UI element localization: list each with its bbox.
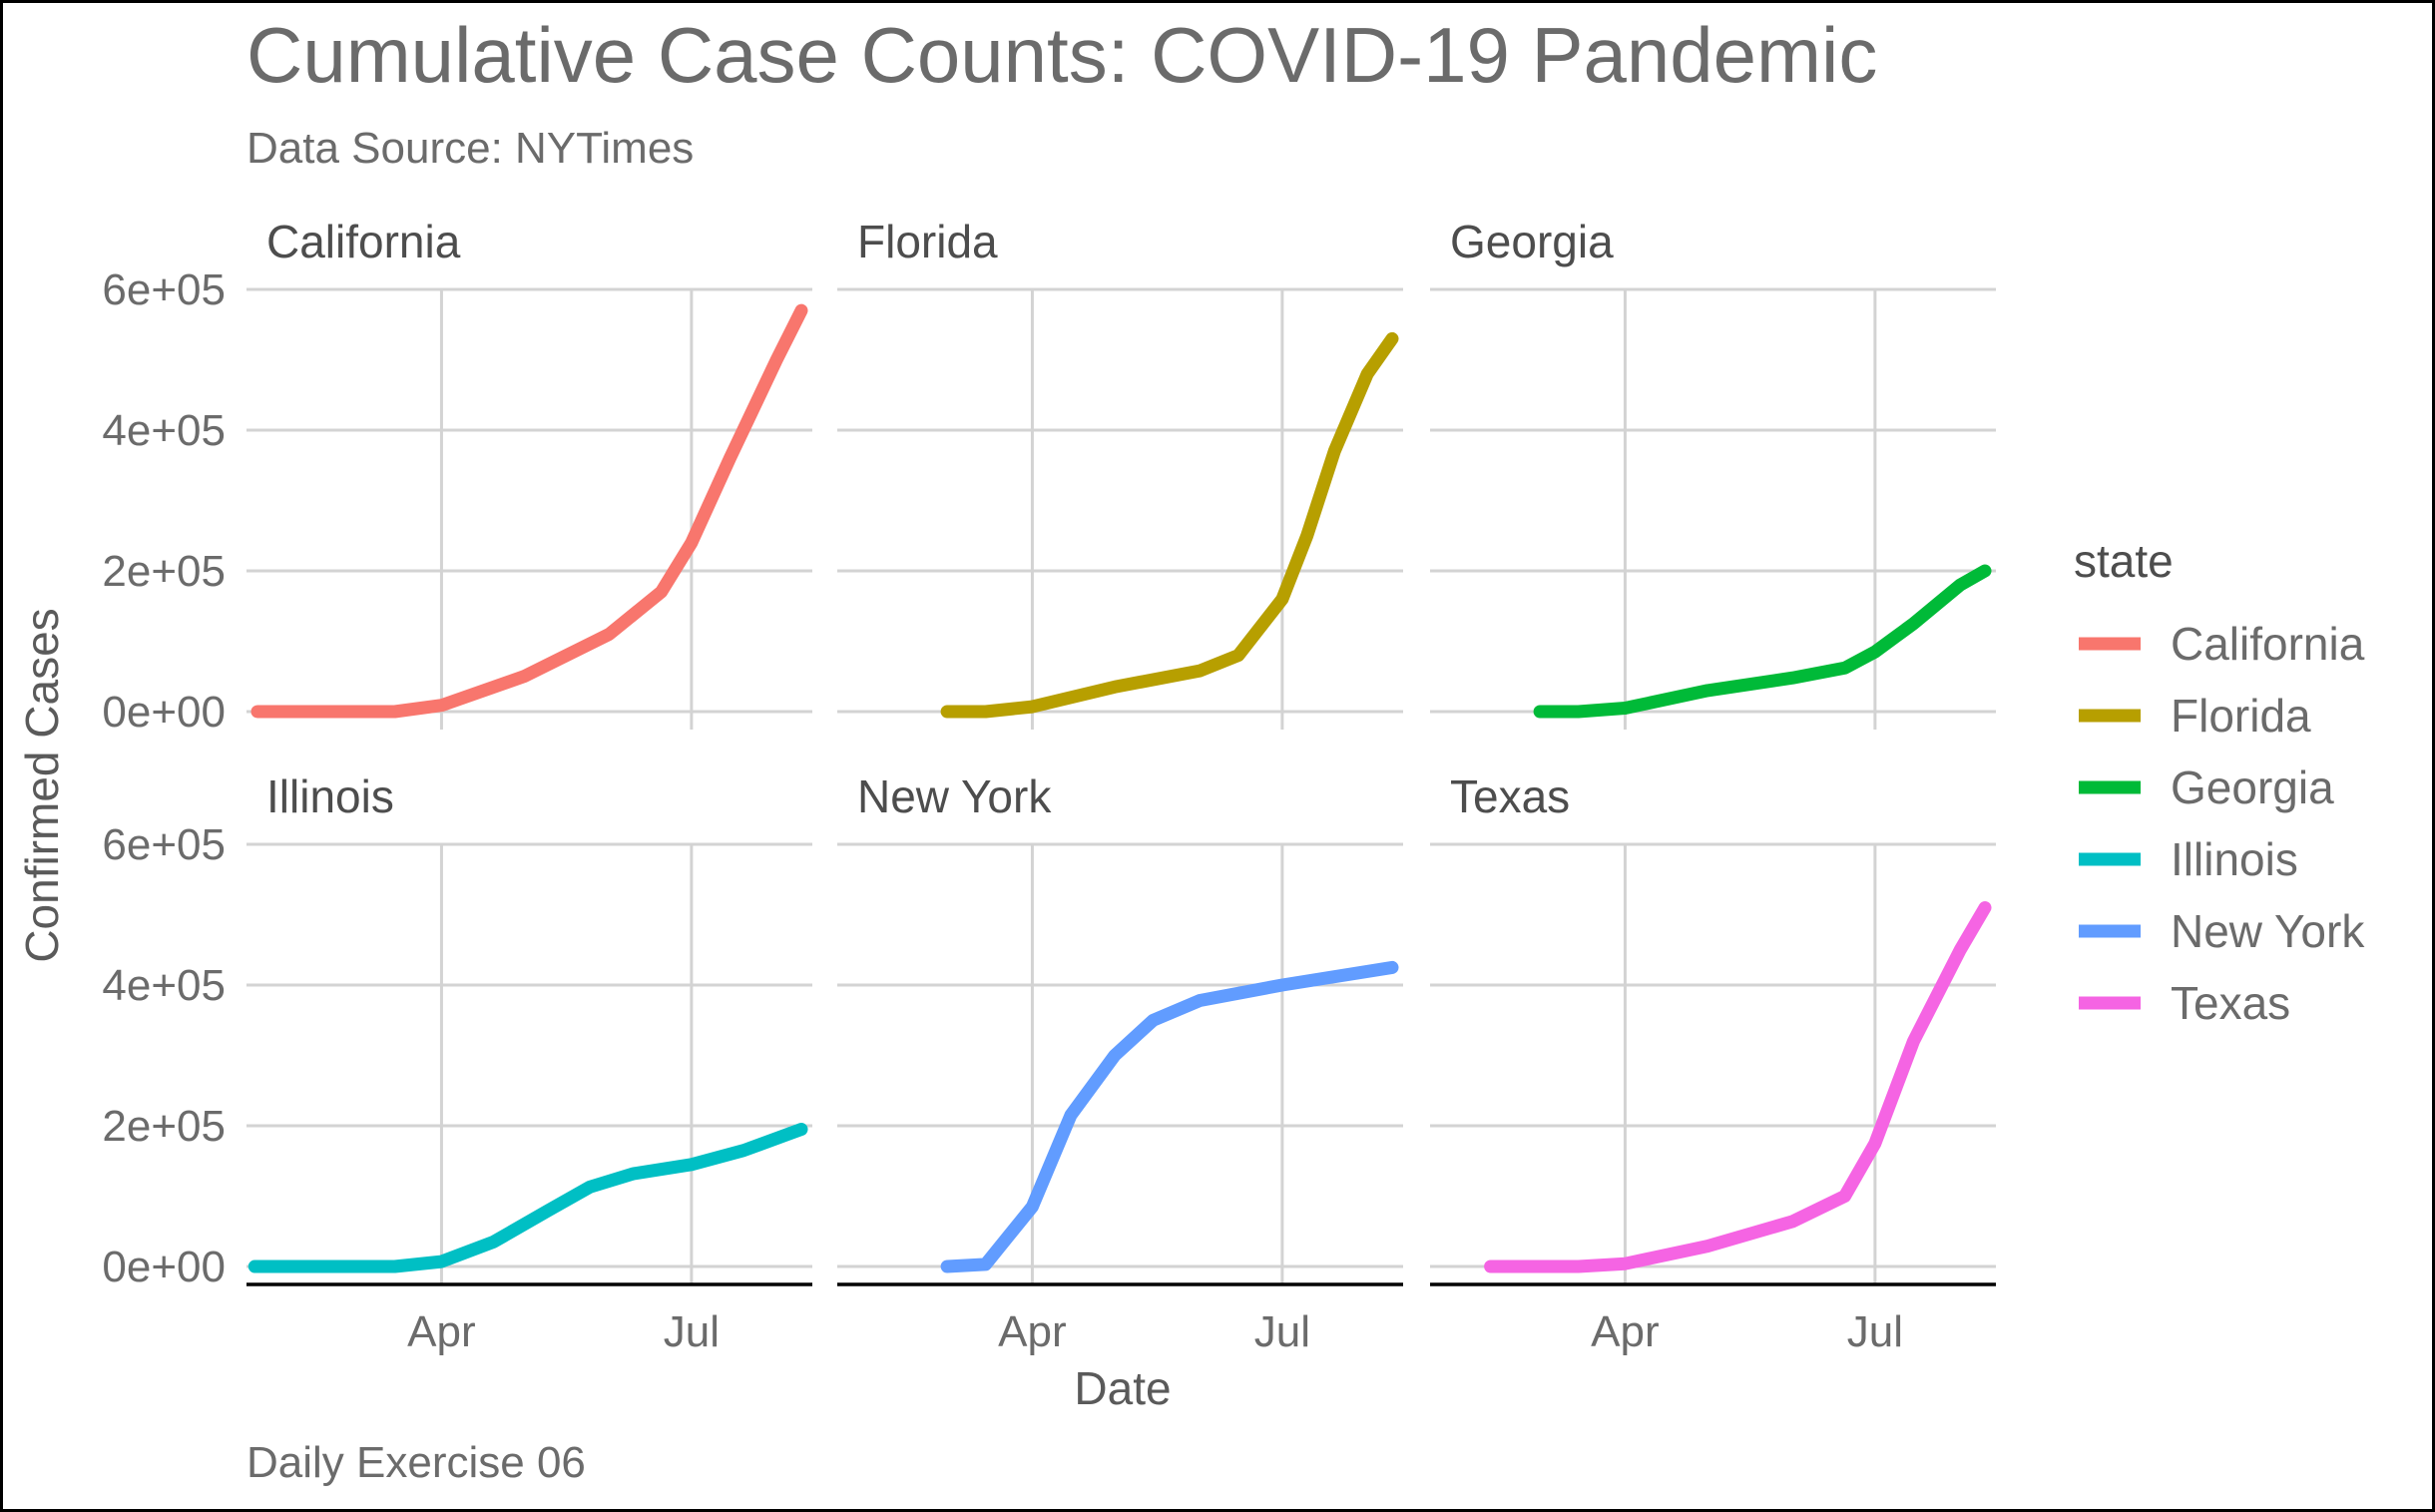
y-tick-label: 2e+05 [102, 547, 226, 596]
x-tick-label: Apr [998, 1307, 1066, 1356]
facet-label: Texas [1450, 770, 1570, 822]
legend-label: Texas [2171, 977, 2290, 1029]
y-axis-title: Confirmed Cases [16, 608, 68, 962]
legend-item-illinois: Illinois [2079, 833, 2298, 885]
legend-label: California [2171, 618, 2365, 670]
x-tick-label: Jul [664, 1307, 720, 1356]
legend-label: New York [2171, 905, 2365, 957]
y-tick-label: 6e+05 [102, 265, 226, 314]
y-tick-label: 0e+00 [102, 1243, 226, 1291]
facet-label: New York [857, 770, 1052, 822]
facet-new-york: New York Apr Jul [837, 770, 1403, 1356]
legend: state California Florida Georgia Illinois Ne… [2074, 535, 2365, 1029]
y-tick-label: 4e+05 [102, 961, 226, 1010]
facet-georgia: Georgia [1430, 216, 1996, 730]
legend-item-florida: Florida [2079, 690, 2311, 742]
series-line-new-york [940, 960, 1399, 1273]
chart-caption: Daily Exercise 06 [246, 1438, 586, 1487]
series-line-florida [940, 331, 1399, 719]
legend-title: state [2074, 535, 2174, 587]
facet-label: Florida [857, 216, 998, 267]
y-tick-label: 6e+05 [102, 820, 226, 869]
facet-texas: Texas Apr Jul [1430, 770, 1996, 1356]
y-tick-label: 4e+05 [102, 406, 226, 455]
x-tick-label: Jul [1254, 1307, 1310, 1356]
x-axis-title: Date [1074, 1362, 1171, 1414]
y-tick-label: 0e+00 [102, 688, 226, 737]
legend-item-california: California [2079, 618, 2365, 670]
facet-california: California 0e+00 2e+05 4e+05 6e+05 [102, 216, 812, 737]
chart-subtitle: Data Source: NYTimes [246, 124, 694, 173]
series-line-georgia [1533, 564, 1992, 719]
x-tick-label: Apr [1591, 1307, 1659, 1356]
legend-item-new-york: New York [2079, 905, 2365, 957]
x-tick-label: Apr [407, 1307, 475, 1356]
facet-illinois: Illinois 0e+00 2e+05 4e+05 6e+05 Apr Jul [102, 770, 812, 1356]
legend-label: Florida [2171, 690, 2311, 742]
legend-label: Illinois [2171, 833, 2298, 885]
series-line-california [250, 303, 808, 719]
facet-label: Georgia [1450, 216, 1614, 267]
legend-label: Georgia [2171, 761, 2334, 813]
y-tick-label: 2e+05 [102, 1102, 226, 1151]
series-line-illinois [247, 1123, 808, 1273]
facet-panels: California 0e+00 2e+05 4e+05 6e+05 Florida Geo… [102, 216, 1996, 1356]
x-tick-label: Jul [1847, 1307, 1903, 1356]
chart-title: Cumulative Case Counts: COVID-19 Pandemi… [246, 11, 1877, 99]
facet-label: Illinois [266, 770, 394, 822]
legend-item-georgia: Georgia [2079, 761, 2334, 813]
legend-item-texas: Texas [2079, 977, 2290, 1029]
facet-florida: Florida [837, 216, 1403, 730]
facet-label: California [266, 216, 461, 267]
series-line-texas [1484, 901, 1992, 1273]
